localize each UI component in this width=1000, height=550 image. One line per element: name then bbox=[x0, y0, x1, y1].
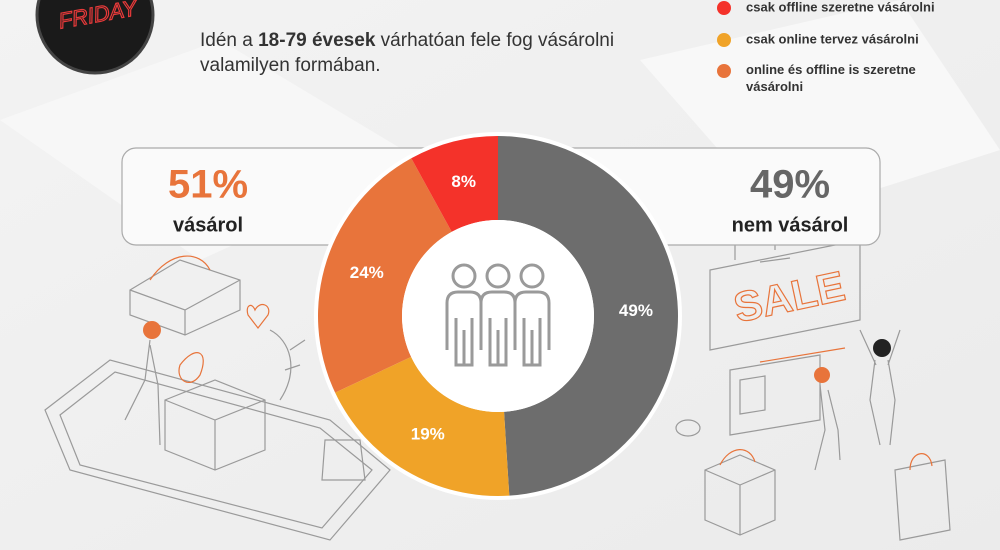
donut-hole bbox=[402, 220, 594, 412]
legend-swatch bbox=[717, 1, 731, 15]
callout-caption: nem vásárol bbox=[732, 214, 849, 236]
illustration-left bbox=[44, 255, 391, 541]
subtitle: valamilyen formában. bbox=[200, 55, 381, 76]
legend-label: csak offline szeretne vásárolni bbox=[746, 0, 935, 14]
subtitle-part: várhatóan fele fog vásárolni bbox=[375, 30, 614, 51]
legend-swatch bbox=[717, 33, 731, 47]
slice-label: 8% bbox=[451, 172, 476, 191]
slice-label: 49% bbox=[619, 301, 653, 320]
donut-slice bbox=[411, 136, 498, 232]
legend: csak offline szeretne vásárolni csak onli… bbox=[717, 0, 935, 94]
person-head bbox=[451, 263, 477, 289]
logo-badge bbox=[35, 0, 155, 75]
legend-line: online és offline is szeretne bbox=[746, 62, 916, 77]
person-head bbox=[519, 263, 545, 289]
person-head bbox=[485, 263, 511, 289]
subtitle: Idén a 18-79 évesek várhatóan fele fog v… bbox=[200, 30, 614, 51]
callout-value: 51% bbox=[168, 163, 248, 207]
legend-label: csak online tervez vásárolni bbox=[746, 31, 919, 46]
donut-slice bbox=[335, 356, 510, 496]
person-body bbox=[513, 290, 551, 367]
donut: 49% 19% 24% 8% bbox=[314, 132, 682, 500]
legend-label: online és offline is szeretne vásárolni bbox=[746, 62, 916, 94]
slice-label: 19% bbox=[411, 424, 445, 443]
legend-line: vásárolni bbox=[746, 79, 803, 94]
callout-caption: vásárol bbox=[173, 214, 243, 236]
slice-label: 24% bbox=[350, 263, 384, 282]
legend-swatch bbox=[717, 64, 731, 78]
bg-shape bbox=[640, 0, 1000, 220]
donut-slice bbox=[498, 136, 678, 496]
callout-value: 49% bbox=[750, 163, 830, 207]
subtitle-bold: 18-79 évesek bbox=[258, 30, 376, 51]
people-icon bbox=[445, 263, 551, 367]
donut-slice bbox=[318, 158, 452, 393]
subtitle-part: Idén a bbox=[200, 30, 258, 51]
